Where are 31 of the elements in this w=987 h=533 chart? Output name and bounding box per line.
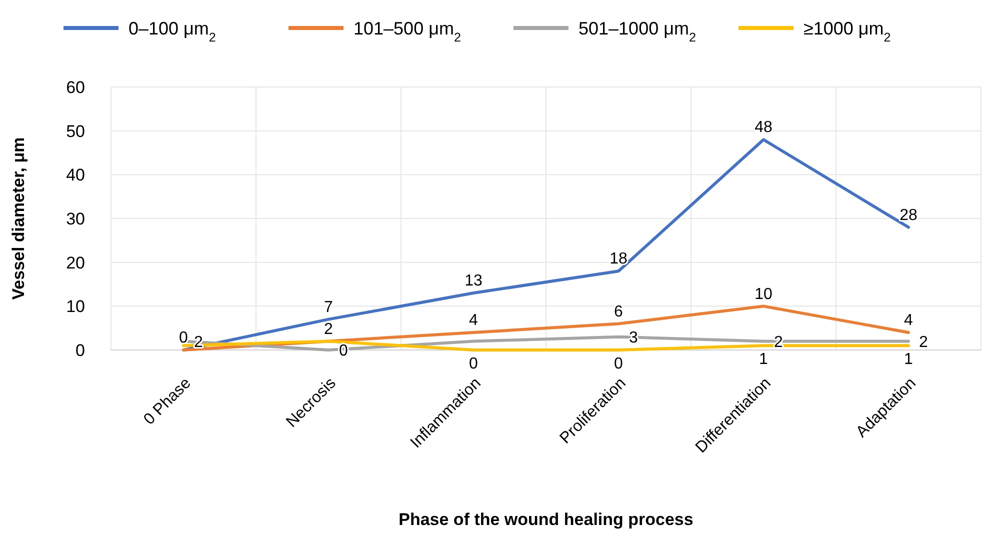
y-tick-label: 60	[66, 78, 85, 97]
data-label: 6	[614, 303, 624, 320]
data-label: 13	[464, 272, 482, 290]
y-tick-label: 50	[66, 122, 85, 141]
data-label: 1	[904, 351, 914, 368]
y-tick-label: 40	[66, 166, 85, 185]
data-label: 1	[759, 351, 768, 368]
y-tick-label: 30	[66, 209, 85, 228]
y-tick-label: 20	[66, 253, 85, 272]
data-label: 0	[469, 356, 478, 373]
x-axis-title: Phase of the wound healing process	[398, 510, 694, 529]
data-label: 4	[469, 312, 478, 330]
data-label: 10	[754, 286, 772, 303]
data-label: 48	[754, 119, 772, 136]
data-label: 3	[629, 329, 638, 346]
y-tick-label: 10	[66, 297, 85, 316]
data-label: 0	[339, 342, 348, 360]
data-label: 0	[614, 356, 624, 373]
data-label: 18	[610, 250, 628, 268]
y-axis-title: Vessel diameter, μm	[9, 137, 28, 300]
legend-label: 501–1000 μm$_{2}$	[578, 18, 696, 44]
data-label: 0	[179, 330, 188, 347]
legend-label: 0–100 μm$_{2}$	[128, 18, 216, 44]
data-label: 2	[324, 320, 334, 338]
data-label: 4	[904, 312, 914, 330]
data-label: 7	[324, 298, 334, 316]
y-tick-label: 0	[76, 340, 85, 360]
data-label: 2	[919, 334, 928, 351]
data-label: 28	[900, 206, 918, 224]
legend-label: 101–500 μm$_{2}$	[354, 18, 461, 44]
legend-label: ≥1000 μm$_{2}$	[804, 18, 891, 44]
